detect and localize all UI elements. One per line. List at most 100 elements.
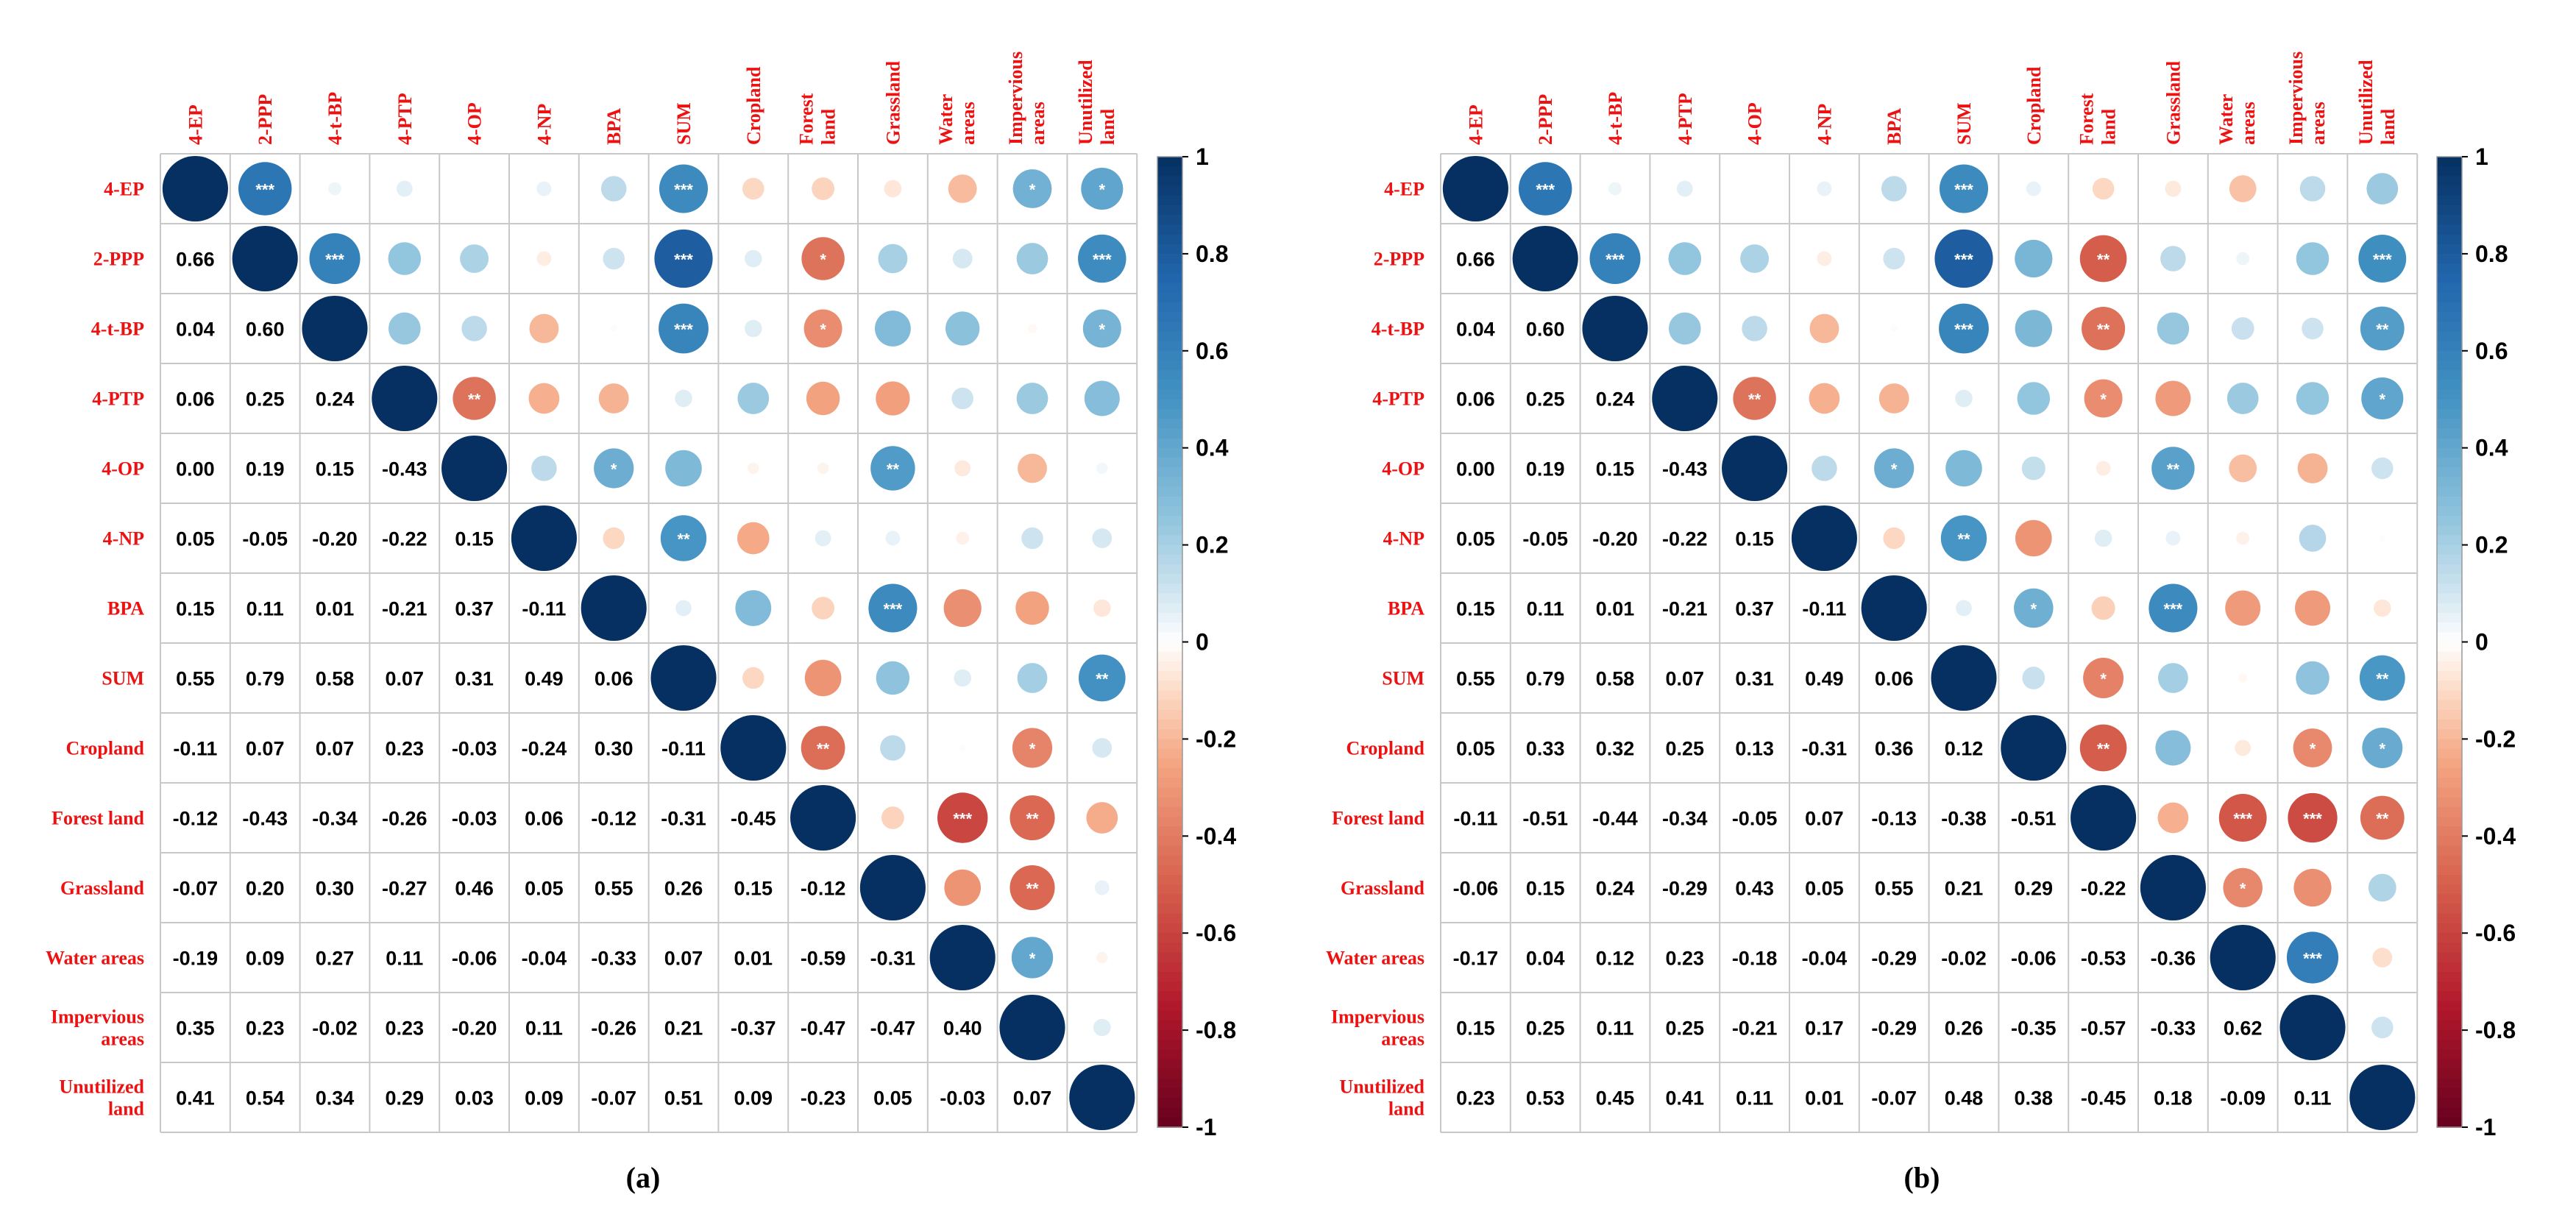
colorbar-segment (1157, 525, 1182, 536)
significance-mark: * (1099, 181, 1106, 199)
significance-mark: *** (2233, 810, 2252, 828)
significance-mark: *** (1954, 321, 1973, 339)
colorbar-segment (2437, 505, 2462, 517)
correlation-circle (1442, 155, 1508, 222)
colorbar-segment (2437, 302, 2462, 313)
correlation-value: -0.11 (661, 738, 706, 760)
colorbar-segment (1157, 632, 1182, 643)
significance-mark: * (1891, 461, 1898, 479)
colorbar-tick-label: 0 (2475, 629, 2488, 656)
correlation-value: 0.07 (1666, 668, 1705, 690)
correlation-circle (2360, 795, 2405, 840)
significance-mark: * (2380, 391, 2386, 409)
colorbar: 1 0.8 0.6 0.4 0.2 0 -0.2 -0.4 -0.6 -0.8 -1 (2436, 143, 2516, 1140)
correlation-circle (1608, 182, 1622, 196)
correlation-circle (2092, 177, 2115, 200)
correlation-circle (1582, 295, 1648, 362)
colorbar-segment (1157, 554, 1182, 565)
colorbar-tick-label: 0.2 (1196, 532, 1228, 558)
correlation-circle (2366, 173, 2399, 205)
correlation-circle (2015, 239, 2053, 278)
correlation-circle (878, 244, 908, 274)
colorbar-segment (1157, 593, 1182, 604)
correlation-circle (803, 309, 842, 348)
colorbar-segment (1157, 836, 1182, 847)
correlation-circle (2288, 792, 2338, 843)
colorbar-segment (2437, 389, 2462, 400)
correlation-circle (801, 237, 845, 280)
correlation-circle (654, 229, 713, 288)
colorbar-segment (1157, 157, 1182, 167)
correlation-value: 0.31 (455, 668, 494, 690)
correlation-value: 0.37 (1735, 598, 1774, 620)
colorbar-segment (1157, 244, 1182, 255)
colorbar-segment (1157, 438, 1182, 449)
colorbar-segment (1157, 312, 1182, 323)
correlation-value: 0.23 (1456, 1087, 1495, 1110)
colorbar-segment (2437, 904, 2462, 915)
correlation-circle (959, 745, 966, 751)
correlation-circle (812, 177, 835, 200)
colorbar-segment (1157, 1049, 1182, 1060)
correlation-circle (999, 994, 1065, 1061)
colorbar-segment (2437, 1040, 2462, 1051)
correlation-circle (2026, 181, 2041, 196)
correlation-circle (1809, 313, 1839, 344)
colorbar-segment (1157, 671, 1182, 682)
colorbar-segment (2437, 477, 2462, 488)
colorbar-segment (2437, 642, 2462, 653)
correlation-value: 0.05 (1456, 738, 1495, 760)
correlation-circle (2302, 317, 2324, 340)
significance-mark: * (2100, 391, 2107, 409)
correlation-circle (460, 244, 489, 273)
correlation-value: 0.25 (1666, 738, 1705, 760)
colorbar-segment (2437, 767, 2462, 778)
panel-caption: (b) (1904, 1161, 1940, 1194)
colorbar-segment (2437, 157, 2462, 167)
colorbar-segment (2437, 952, 2462, 963)
colorbar-segment (1157, 865, 1182, 876)
colorbar-segment (1157, 496, 1182, 507)
colorbar-segment (1157, 428, 1182, 439)
colorbar-segment (2437, 1079, 2462, 1090)
correlation-circle (2079, 235, 2127, 283)
colorbar-tick-label: 0.8 (2475, 241, 2508, 267)
correlation-circle (2299, 176, 2326, 202)
colorbar-segment (1157, 943, 1182, 954)
colorbar-segment (1157, 467, 1182, 478)
correlation-value: -0.35 (2011, 1018, 2057, 1040)
colorbar-segment (2437, 438, 2462, 449)
row-label: 4-t-BP (91, 319, 144, 340)
colorbar-segment (2437, 671, 2462, 682)
significance-mark: *** (953, 810, 972, 828)
column-label: 2-PPP (1535, 94, 1556, 145)
correlation-circle (511, 505, 577, 572)
correlation-circle (1016, 383, 1049, 414)
correlation-circle (1740, 244, 1770, 273)
colorbar-segment (1157, 224, 1182, 235)
correlation-circle (2372, 948, 2393, 968)
correlation-circle (2359, 655, 2405, 701)
correlation-circle (876, 661, 910, 695)
correlation-value: 0.51 (664, 1087, 703, 1110)
correlation-value: -0.45 (731, 808, 776, 830)
correlation-circle (396, 180, 413, 197)
colorbar-segment (1157, 505, 1182, 517)
correlation-circle (2231, 317, 2254, 340)
correlation-circle (2371, 1016, 2394, 1039)
row-label: 4-EP (104, 179, 144, 200)
correlation-value: -0.02 (1941, 948, 1987, 970)
colorbar-segment (2437, 215, 2462, 226)
correlation-circle (2157, 663, 2188, 693)
significance-mark: *** (325, 251, 344, 269)
colorbar-tick-label: -1 (2475, 1114, 2496, 1140)
correlation-value: -0.04 (522, 948, 567, 970)
column-label: Forestland (2076, 93, 2120, 145)
column-label: 4-EP (1465, 104, 1486, 145)
correlation-circle (2361, 377, 2404, 420)
correlation-value: -0.38 (1941, 808, 1987, 830)
colorbar-segment (2437, 923, 2462, 934)
significance-mark: * (1029, 740, 1036, 759)
correlation-circle (2149, 583, 2198, 633)
row-label: 4-PTP (1372, 388, 1424, 410)
